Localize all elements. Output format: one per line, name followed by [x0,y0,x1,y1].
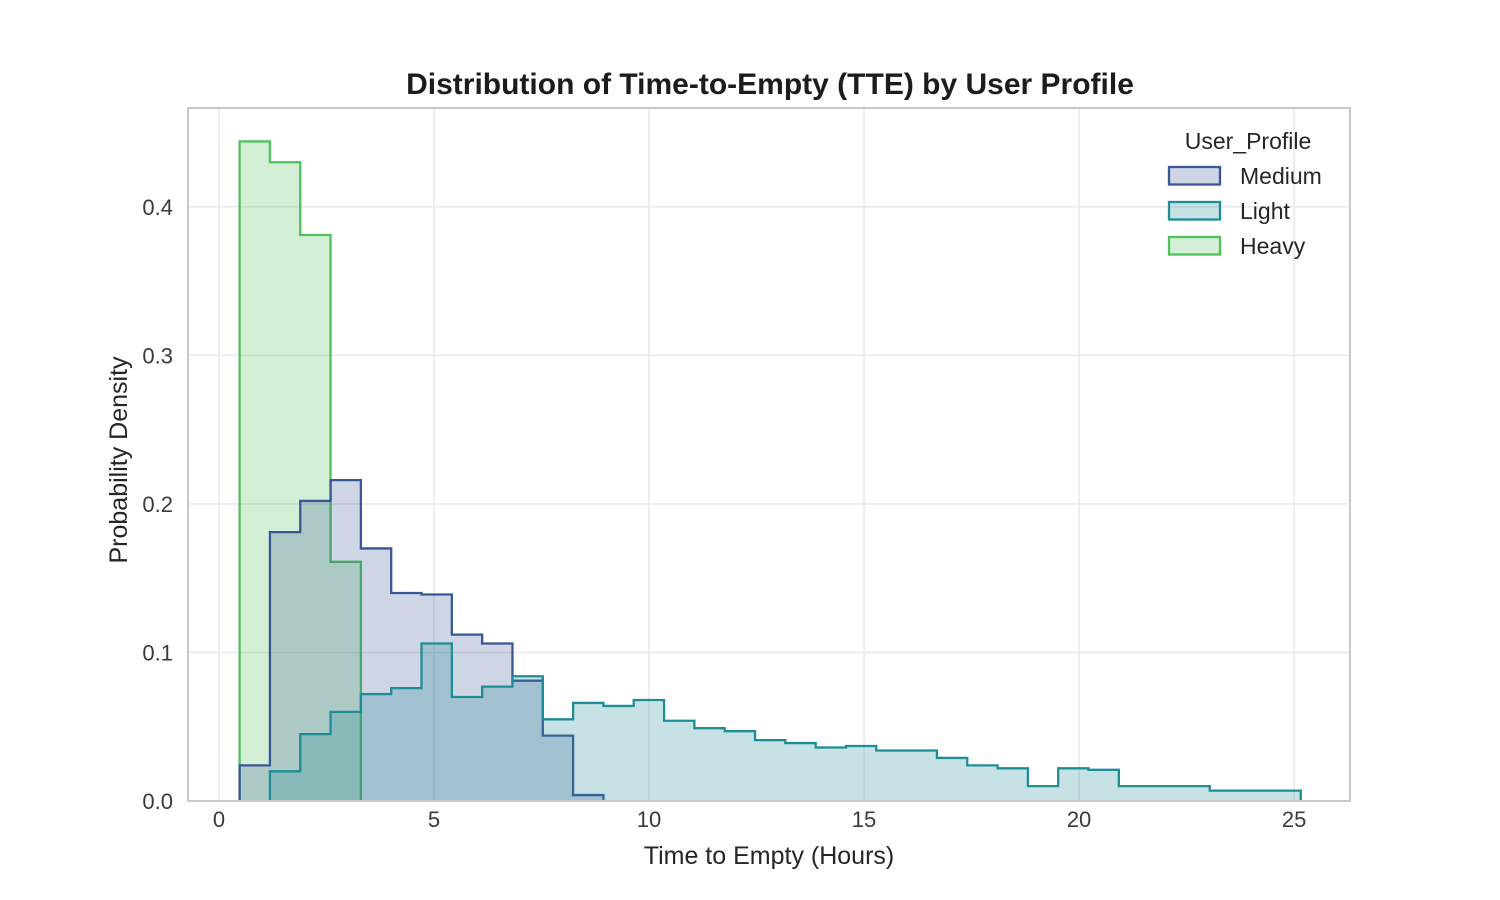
series-fill-light [269,643,1301,801]
legend-swatch-medium [1167,165,1222,186]
legend-label-light: Light [1240,198,1290,224]
x-tick-label: 20 [1067,807,1091,832]
plot-layers: 0 5 10 15 20 25 0.0 0.1 0.2 0.3 0.4 [142,107,1351,832]
legend-swatch-heavy [1167,235,1222,256]
x-tick-label: 5 [428,807,440,832]
legend-label-medium: Medium [1240,163,1322,189]
plot-border [187,107,1351,802]
series-outline-light [268,642,1302,801]
legend-label-heavy: Heavy [1240,233,1306,259]
y-tick-label: 0.4 [142,195,173,220]
y-tick-label: 0.3 [142,343,173,368]
x-tick-label: 10 [637,807,661,832]
series-outline-heavy [238,140,363,801]
chart-title: Distribution of Time-to-Empty (TTE) by U… [406,68,1134,101]
x-tick-label: 0 [213,807,225,832]
x-tick-label: 25 [1282,807,1306,832]
x-tick-label: 15 [852,807,876,832]
y-tick-label: 0.2 [142,492,173,517]
x-axis-label: Time to Empty (Hours) [644,842,895,870]
legend-swatch-light [1167,200,1222,221]
y-tick-label: 0.1 [142,640,173,665]
y-axis-label: Probability Density [105,356,133,564]
y-tick-label: 0.0 [142,789,173,814]
series-outline-medium [238,478,605,801]
legend-title: User_Profile [1185,128,1312,154]
